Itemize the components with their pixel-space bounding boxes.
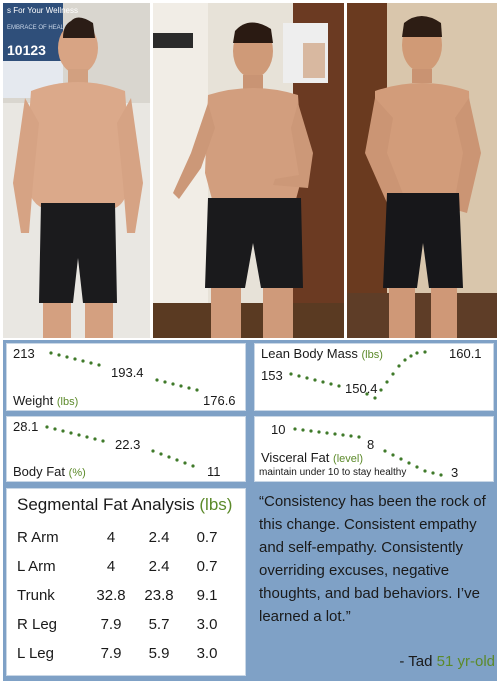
- visceral-value-before: 10: [271, 422, 286, 437]
- body-fat-label: Body Fat (%): [13, 464, 86, 479]
- lean-mass-value-mid: 150.4: [345, 381, 378, 396]
- visceral-value-after: 3: [451, 465, 459, 480]
- weight-value-after: 176.6: [203, 393, 236, 408]
- table-row: R Arm 4 2.4 0.7: [17, 529, 218, 546]
- photo-progress: [153, 3, 344, 338]
- visceral-value-mid: 8: [367, 437, 375, 452]
- segmental-rows: R Arm 4 2.4 0.7 L Arm 4 2.4 0.7 Trunk 32…: [17, 523, 231, 668]
- quote-author: - Tad: [399, 653, 433, 670]
- weight-card: 213 193.4 176.6 Weight (lbs): [6, 343, 246, 411]
- lean-mass-trend: [289, 350, 427, 400]
- visceral-note: maintain under 10 to stay healthy: [259, 467, 407, 478]
- lean-mass-value-after: 160.1: [449, 346, 482, 361]
- testimonial-signature: - Tad 51 yr-old: [259, 653, 495, 670]
- body-fat-card: 28.1 22.3 11 Body Fat (%): [6, 416, 246, 482]
- results-panel: 213 193.4 176.6 Weight (lbs) Lean Body M…: [3, 340, 497, 681]
- quote-age: 51 yr-old: [436, 653, 495, 670]
- visceral-fat-card: 10 8 3 Visceral Fat (level) maintain und…: [254, 416, 494, 482]
- segmental-title: Segmental Fat Analysis (lbs): [17, 495, 233, 514]
- visceral-fat-trend: [293, 427, 443, 477]
- sign-top-text: s For Your Wellness: [7, 6, 78, 15]
- body-fat-value-mid: 22.3: [115, 437, 141, 452]
- weight-value-before: 213: [13, 346, 35, 361]
- table-row: L Arm 4 2.4 0.7: [17, 558, 218, 575]
- table-row: R Leg 7.9 5.7 3.0: [17, 616, 218, 633]
- before-after-photos: s For Your Wellness EMBRACE OF HEALTH 10…: [3, 3, 497, 338]
- lean-mass-value-before: 153: [261, 368, 283, 383]
- body-fat-value-before: 28.1: [13, 419, 39, 434]
- weight-label: Weight (lbs): [13, 393, 79, 408]
- lean-body-mass-card: Lean Body Mass (lbs) 160.1 153 150.4: [254, 343, 494, 411]
- sign-numbers: 10123: [7, 42, 46, 58]
- testimonial-quote: “Consistency has been the rock of this c…: [259, 493, 486, 625]
- weight-value-mid: 193.4: [111, 365, 144, 380]
- body-fat-trend: [45, 425, 195, 468]
- sign-line: EMBRACE OF HEALTH: [7, 25, 72, 31]
- table-row: L Leg 7.9 5.9 3.0: [17, 645, 218, 662]
- weight-trend: [49, 351, 199, 392]
- body-fat-value-after: 11: [207, 464, 221, 479]
- table-row: Trunk 32.8 23.8 9.1: [17, 587, 218, 604]
- photo-before: s For Your Wellness EMBRACE OF HEALTH 10…: [3, 3, 150, 338]
- visceral-label: Visceral Fat (level): [261, 450, 363, 465]
- photo-after: [347, 3, 497, 338]
- segmental-fat-table: Segmental Fat Analysis (lbs) R Arm 4 2.4…: [6, 488, 246, 676]
- lean-mass-label: Lean Body Mass (lbs): [261, 346, 383, 361]
